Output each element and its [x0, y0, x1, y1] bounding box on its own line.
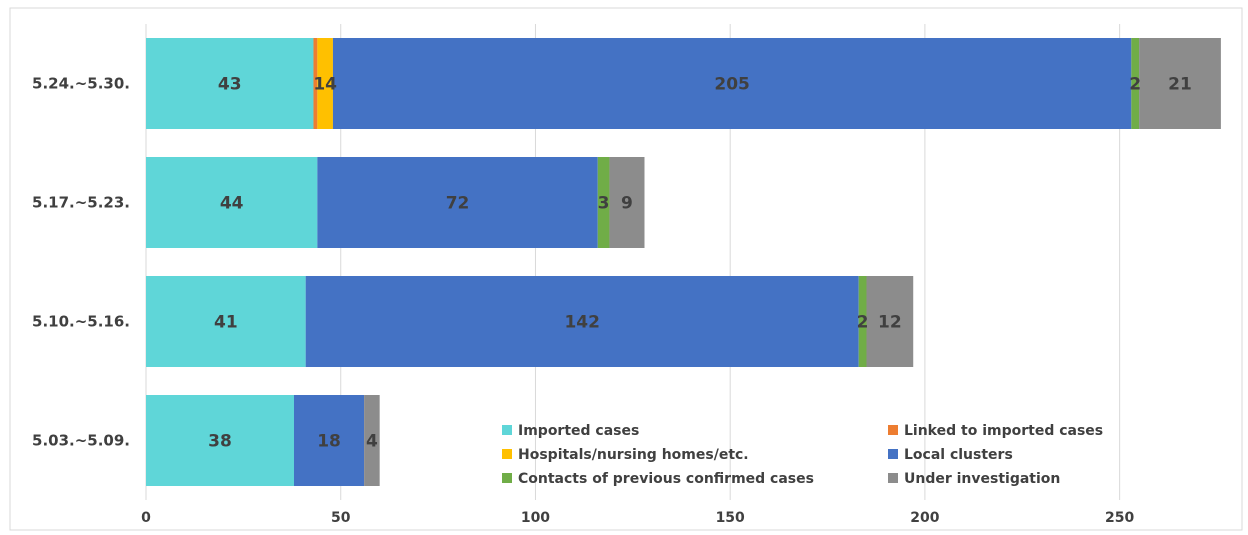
legend-swatch [888, 449, 898, 459]
legend-swatch [888, 473, 898, 483]
bar-segment [317, 38, 333, 129]
bar-segment [866, 276, 914, 367]
bar-segment [597, 157, 610, 248]
data-label: 41 [214, 313, 238, 333]
category-label: 5.17.~5.23. [32, 194, 130, 212]
bar-segment [146, 395, 294, 486]
x-tick-label-150: 150 [716, 510, 745, 526]
data-label: 72 [446, 194, 470, 214]
data-label: 9 [621, 194, 633, 214]
legend-label: Local clusters [904, 447, 1013, 463]
category-labels: 5.24.~5.30. 5.17.~5.23. 5.10.~5.16. 5.03.~5… [32, 75, 130, 450]
data-label: 205 [714, 75, 750, 95]
bar-segment [146, 38, 314, 129]
x-axis-ticks: 0 50 100 150 200 250 [141, 510, 1134, 526]
data-label: 14 [313, 75, 337, 95]
data-label: 142 [564, 313, 600, 333]
legend-label: Under investigation [904, 471, 1060, 487]
data-label: 38 [208, 432, 232, 452]
bar-segment [609, 157, 645, 248]
category-label: 5.24.~5.30. [32, 75, 130, 93]
bar-segment [332, 38, 1132, 129]
data-label: 3 [598, 194, 610, 214]
x-tick-label-0: 0 [141, 510, 151, 526]
category-label: 5.03.~5.09. [32, 432, 130, 450]
data-label: 12 [878, 313, 902, 333]
data-label: 2 [1129, 75, 1141, 95]
bar-segment [305, 276, 859, 367]
x-tick-label-50: 50 [331, 510, 351, 526]
data-labels: 43 14 205 2 21 44 72 3 9 41 142 2 12 38 18 4 [208, 75, 1192, 452]
legend-label: Hospitals/nursing homes/etc. [518, 447, 749, 463]
category-label: 5.10.~5.16. [32, 313, 130, 331]
bar-segment [317, 157, 598, 248]
bar-segment [146, 157, 318, 248]
bar-segment [364, 395, 380, 486]
x-tick-label-100: 100 [521, 510, 550, 526]
legend-swatch [502, 425, 512, 435]
legend-label: Contacts of previous confirmed cases [518, 471, 814, 487]
bar-segment [293, 395, 365, 486]
data-label: 43 [218, 75, 242, 95]
bar-segment [1139, 38, 1221, 129]
data-label: 21 [1168, 75, 1192, 95]
data-label: 4 [366, 432, 378, 452]
data-label: 18 [317, 432, 341, 452]
x-tick-label-250: 250 [1105, 510, 1134, 526]
legend-label: Linked to imported cases [904, 423, 1103, 439]
legend-swatch [502, 473, 512, 483]
legend-label: Imported cases [518, 423, 639, 439]
legend-swatch [888, 425, 898, 435]
bar-segment [858, 276, 867, 367]
data-label: 2 [857, 313, 869, 333]
legend: Imported cases Linked to imported cases Ho… [502, 423, 1103, 487]
bar-segment [1131, 38, 1140, 129]
legend-swatch [502, 449, 512, 459]
bars [146, 38, 1221, 486]
bar-segment [313, 38, 318, 129]
bar-segment [146, 276, 306, 367]
x-tick-label-200: 200 [910, 510, 939, 526]
data-label: 44 [220, 194, 244, 214]
